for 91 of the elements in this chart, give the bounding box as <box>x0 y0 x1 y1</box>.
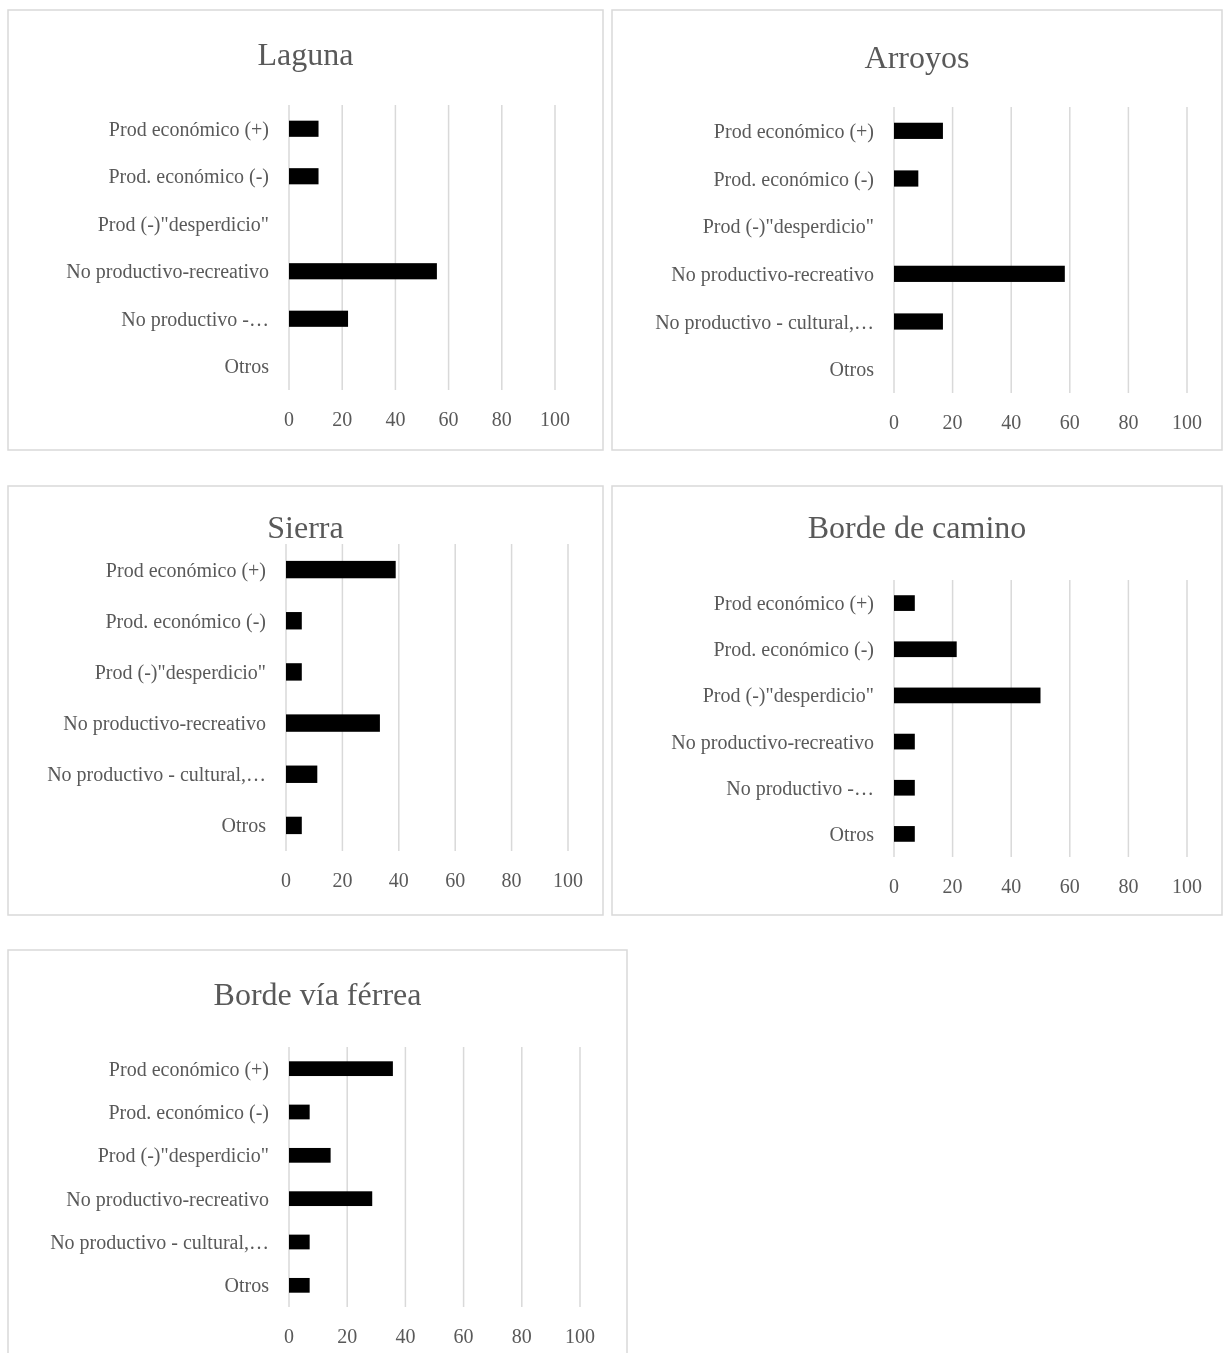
bar <box>894 641 957 658</box>
bar <box>289 120 319 137</box>
y-tick-label: No productivo -… <box>121 307 269 331</box>
y-tick-label: Otros <box>829 358 875 381</box>
chart-title: Arroyos <box>864 39 970 75</box>
bar <box>894 779 915 796</box>
x-tick-label: 80 <box>511 1325 532 1347</box>
x-tick-label: 0 <box>284 1325 294 1347</box>
y-tick-label: Prod (-)"desperdicio" <box>97 212 269 236</box>
x-tick-label: 80 <box>491 408 512 430</box>
bar <box>289 1104 310 1120</box>
bar <box>289 168 319 185</box>
bar <box>894 733 915 750</box>
bar <box>289 1234 310 1250</box>
x-tick-label: 0 <box>281 869 291 891</box>
x-tick-label: 40 <box>1001 411 1022 433</box>
bar <box>289 1147 331 1163</box>
x-tick-label: 60 <box>453 1325 474 1347</box>
y-tick-label: Otros <box>829 822 875 845</box>
x-tick-label: 60 <box>438 408 459 430</box>
bar <box>289 263 437 280</box>
x-tick-label: 40 <box>388 869 409 891</box>
y-tick-label: Prod (-)"desperdicio" <box>97 1144 269 1168</box>
bar <box>286 612 302 630</box>
x-tick-label: 100 <box>553 869 583 891</box>
y-tick-label: Prod (-)"desperdicio" <box>702 684 874 708</box>
y-tick-label: Prod (-)"desperdicio" <box>94 660 266 684</box>
bar <box>894 122 943 139</box>
bar <box>894 595 915 611</box>
bar <box>894 265 1065 282</box>
x-tick-label: 0 <box>889 875 899 897</box>
bar <box>286 765 318 783</box>
x-tick-label: 80 <box>1118 411 1139 433</box>
x-tick-label: 40 <box>395 1325 416 1347</box>
y-tick-label: Prod. económico (-) <box>108 165 269 189</box>
y-tick-label: No productivo - cultural,… <box>50 1231 269 1254</box>
x-tick-label: 100 <box>540 408 570 430</box>
x-tick-label: 20 <box>337 1325 358 1347</box>
x-tick-label: 20 <box>332 869 353 891</box>
chart-title: Laguna <box>257 36 354 72</box>
bar <box>286 816 302 835</box>
y-tick-label: No productivo-recreativo <box>671 262 874 286</box>
y-tick-label: Prod económico (+) <box>713 592 874 616</box>
y-tick-label: No productivo -… <box>726 776 874 800</box>
y-tick-label: Otros <box>224 355 270 378</box>
y-tick-label: Prod económico (+) <box>713 119 874 143</box>
bar <box>289 1061 393 1077</box>
bar <box>894 687 1041 704</box>
x-tick-label: 20 <box>942 411 963 433</box>
y-tick-label: Otros <box>221 814 267 837</box>
x-tick-label: 0 <box>889 411 899 433</box>
x-tick-label: 80 <box>1118 875 1139 897</box>
x-tick-label: 80 <box>501 869 522 891</box>
x-tick-label: 0 <box>284 408 294 430</box>
y-tick-label: Prod económico (+) <box>105 558 266 582</box>
y-tick-label: No productivo-recreativo <box>66 260 269 284</box>
bar <box>894 826 915 842</box>
bar <box>286 714 380 732</box>
bar <box>289 310 349 327</box>
bar <box>894 170 919 187</box>
y-tick-label: No productivo-recreativo <box>66 1187 269 1211</box>
bar <box>286 663 302 681</box>
chart-title: Borde de camino <box>807 509 1027 545</box>
y-tick-label: Prod económico (+) <box>108 1057 269 1081</box>
chart-title: Borde vía férrea <box>213 976 422 1012</box>
y-tick-label: Prod (-)"desperdicio" <box>702 215 874 239</box>
x-tick-label: 60 <box>445 869 466 891</box>
x-tick-label: 100 <box>1172 875 1202 897</box>
y-tick-label: Prod económico (+) <box>108 117 269 141</box>
x-tick-label: 20 <box>942 875 963 897</box>
y-tick-label: No productivo-recreativo <box>671 730 874 754</box>
x-tick-label: 100 <box>565 1325 595 1347</box>
x-tick-label: 40 <box>1001 875 1022 897</box>
x-tick-label: 60 <box>1059 411 1080 433</box>
y-tick-label: Prod. económico (-) <box>713 638 874 662</box>
x-tick-label: 40 <box>385 408 406 430</box>
x-tick-label: 60 <box>1059 875 1080 897</box>
x-tick-label: 20 <box>332 408 353 430</box>
bar <box>894 313 943 330</box>
bar <box>289 1277 310 1293</box>
y-tick-label: Prod. económico (-) <box>108 1101 269 1124</box>
chart-title: Sierra <box>267 509 344 545</box>
x-tick-label: 100 <box>1172 411 1202 433</box>
y-tick-label: No productivo - cultural,… <box>47 763 266 787</box>
bar <box>286 560 396 579</box>
y-tick-label: Otros <box>224 1274 270 1297</box>
bar <box>289 1191 373 1207</box>
y-tick-label: Prod. económico (-) <box>105 609 266 633</box>
y-tick-label: No productivo-recreativo <box>63 712 266 736</box>
y-tick-label: Prod. económico (-) <box>713 167 874 191</box>
y-tick-label: No productivo - cultural,… <box>655 310 874 334</box>
